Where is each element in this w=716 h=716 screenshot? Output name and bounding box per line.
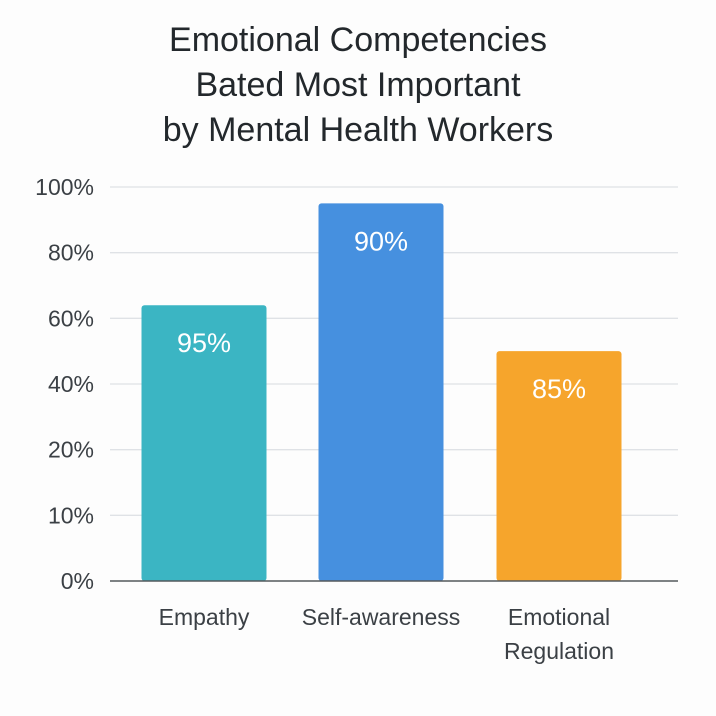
x-tick-label: Emotional xyxy=(508,604,610,630)
chart-title-line: Emotional Competencies xyxy=(169,21,547,59)
y-tick-label: 40% xyxy=(48,371,94,397)
y-tick-label: 0% xyxy=(61,568,94,594)
y-tick-label: 60% xyxy=(48,305,94,331)
y-tick-label: 100% xyxy=(35,174,94,200)
chart-title-line: Bated Most Important xyxy=(195,66,521,104)
y-tick-label: 10% xyxy=(48,502,94,528)
chart-title: Emotional Competencies Bated Most Import… xyxy=(0,18,716,153)
bar xyxy=(141,305,267,581)
y-tick-label: 80% xyxy=(48,240,94,266)
x-tick-label: Regulation xyxy=(504,638,614,664)
data-label: 95% xyxy=(177,328,231,358)
chart-title-line: by Mental Health Workers xyxy=(162,111,554,149)
data-label: 85% xyxy=(532,374,586,404)
y-tick-label: 20% xyxy=(48,437,94,463)
data-label: 90% xyxy=(354,226,408,256)
bar xyxy=(318,203,444,581)
bar xyxy=(496,351,622,581)
x-tick-label: Self-awareness xyxy=(302,604,461,630)
x-tick-label: Empathy xyxy=(159,604,250,630)
